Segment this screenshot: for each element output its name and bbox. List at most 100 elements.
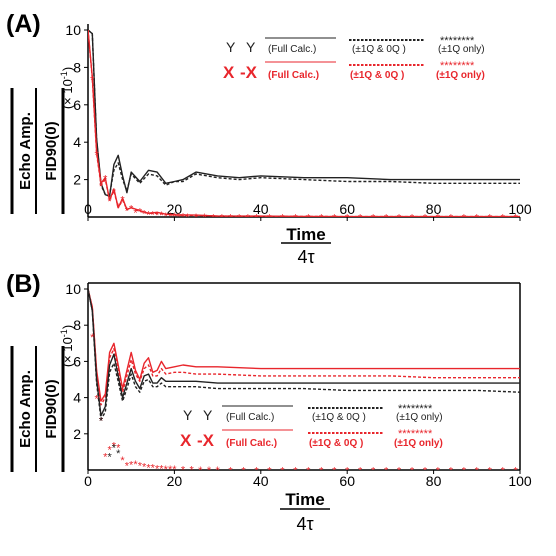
panel-b-x-ticks: 0 20 40 60 80 100 [84, 470, 532, 489]
series-red-marker: * [185, 212, 190, 224]
legend-a-row2-full: (Full Calc.) [268, 70, 319, 81]
legend-b-row1-full: (Full Calc.) [226, 412, 274, 423]
legend-b-row1-stars: ******** [398, 403, 433, 415]
series-red-marker: * [228, 212, 233, 224]
series-red-marker: * [168, 464, 173, 476]
series-red-marker: * [155, 463, 160, 475]
series-red-marker: * [423, 465, 428, 477]
series-red-marker: * [436, 213, 441, 225]
series-red-marker: * [151, 209, 156, 221]
series-red-marker: * [181, 465, 186, 477]
y-tick-label: 2 [73, 172, 81, 188]
series-red-marker: * [228, 465, 233, 477]
x-tick-label: 80 [426, 473, 442, 489]
series-red-solid-line [88, 288, 520, 402]
series-red-marker: * [371, 213, 376, 225]
series-red-marker: * [384, 465, 389, 477]
legend-a-row1-q10: (±1Q & 0Q ) [352, 44, 406, 55]
series-black-dashed-line [88, 288, 520, 420]
x-tick-label: 100 [508, 201, 532, 217]
x-tick-label: 0 [84, 201, 92, 217]
series-red-marker: * [220, 212, 225, 224]
series-red-marker: * [99, 181, 104, 193]
x-tick-label: 100 [508, 473, 532, 489]
x-tick-label: 60 [339, 473, 355, 489]
series-red-marker: * [293, 465, 298, 477]
series-black-solid-line [88, 29, 520, 198]
series-red-marker: * [198, 465, 203, 477]
series-red-marker: * [112, 187, 117, 199]
series-red-marker: * [107, 196, 112, 208]
series-red-marker: * [172, 464, 177, 476]
series-red-marker: * [501, 465, 506, 477]
legend-a-row1-q1: (±1Q only) [438, 44, 485, 55]
series-red-marker: * [207, 465, 212, 477]
y-tick-label: 2 [73, 426, 81, 442]
legend-b-row2-q10: (±1Q & 0Q ) [309, 438, 363, 449]
series-red-marker: * [462, 213, 467, 225]
series-red-marker: * [172, 211, 177, 223]
y-tick-label: 10 [65, 22, 81, 38]
series-red-marker: * [475, 213, 480, 225]
panel-b-series: ***** * ** * * * * * * * * * * * * * * * * * * * * * * * * * * * * * * * *… [88, 288, 520, 477]
series-red-marker: * [267, 465, 272, 477]
series-red-marker: * [423, 213, 428, 225]
series-red-marker: * [358, 213, 363, 225]
series-red-marker: * [280, 465, 285, 477]
panel-a-x-ticks: 0 20 40 60 80 100 [84, 201, 532, 221]
panel-b-ylabel-unit: (× 10-1) [59, 325, 75, 367]
series-red-marker: * [107, 444, 112, 456]
legend-b-row2-full: (Full Calc.) [226, 438, 277, 449]
x-tick-label: 80 [426, 201, 442, 217]
x-tick-label: 60 [339, 201, 355, 217]
series-red-marker: * [306, 465, 311, 477]
legend-b-row1-q1: (±1Q only) [396, 412, 443, 423]
series-red-marker: * [514, 213, 519, 225]
series-red-marker: * [514, 465, 519, 477]
panel-a-series: ********* * * * * * * * * * * * * * * * * * * * * * * * * * * * * * * *… [88, 29, 520, 225]
series-black-marker: * [107, 452, 112, 464]
series-red-marker: * [146, 209, 151, 221]
series-red-marker: * [138, 461, 143, 473]
series-red-marker: * [190, 465, 195, 477]
legend-b-row1-prefix: Y [183, 407, 193, 423]
series-red-marker: * [319, 465, 324, 477]
y-tick-label: 8 [73, 59, 81, 75]
series-red-marker: * [103, 174, 108, 186]
series-red-marker: * [215, 465, 220, 477]
panel-b-y-ticks: 2 4 6 8 10 [65, 281, 88, 442]
series-red-marker: * [332, 213, 337, 225]
series-red-marker: * [358, 465, 363, 477]
series-red-marker: * [164, 211, 169, 223]
series-red-marker: * [501, 213, 506, 225]
series-red-marker: * [181, 212, 186, 224]
legend-a-row1-stars: ******** [440, 35, 475, 47]
series-red-marker: * [90, 75, 95, 87]
legend-b-row2-mid: -X [197, 431, 215, 450]
series-red-marker: * [177, 212, 182, 224]
series-red-marker: * [241, 465, 246, 477]
series-red-marker: * [410, 213, 415, 225]
series-red-marker: * [280, 213, 285, 225]
legend-b-row2-stars: ******** [398, 428, 433, 440]
series-red-marker: * [120, 455, 125, 467]
y-tick-label: 6 [73, 353, 81, 369]
series-red-marker: * [94, 394, 99, 406]
series-red-marker: * [449, 465, 454, 477]
legend-a-row1-full: (Full Calc.) [268, 44, 316, 55]
legend-a-row2-prefix: X [223, 63, 235, 82]
series-red-marker: * [202, 212, 207, 224]
series-red-marker: * [133, 459, 138, 471]
x-tick-label: 40 [253, 201, 269, 217]
panel-a-label: (A) [6, 10, 41, 38]
panel-b-label: (B) [6, 270, 41, 298]
panel-a-ylabel-top: Echo Amp. [17, 112, 34, 190]
series-red-marker: * [151, 462, 156, 474]
panel-b: (B) Echo Amp. FID90(0) (× 10-1) 2 4 6 8 10 0… [6, 270, 532, 534]
y-tick-label: 10 [65, 281, 81, 297]
series-red-marker: * [112, 441, 117, 453]
series-red-marker: * [129, 460, 134, 472]
series-red-marker: * [449, 213, 454, 225]
series-red-marker: * [125, 206, 130, 218]
